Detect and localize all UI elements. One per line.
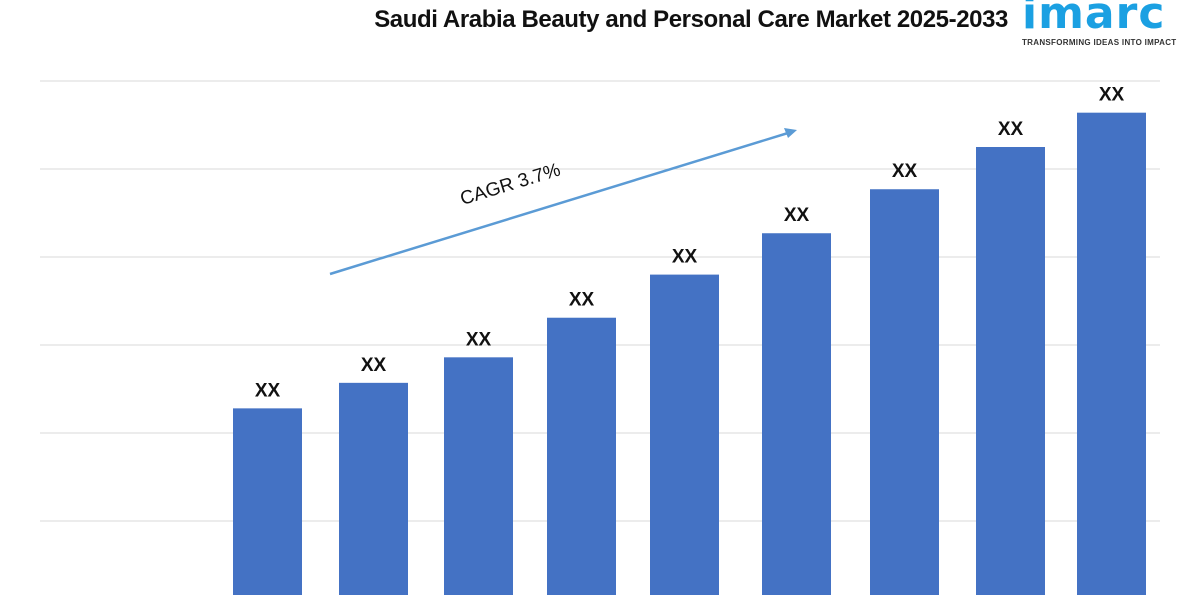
data-label: XX [466, 329, 492, 350]
bar [1077, 112, 1146, 596]
bar [547, 317, 616, 595]
chart-title: Saudi Arabia Beauty and Personal Care Ma… [374, 6, 1008, 33]
bar [339, 382, 408, 595]
data-label: XX [892, 161, 918, 182]
logo-wordmark: imarc [1022, 0, 1166, 39]
bars [233, 112, 1146, 596]
cagr-arrowhead-icon [784, 128, 797, 138]
bar [444, 357, 513, 595]
cagr-annotation: CAGR 3.7% [329, 128, 797, 276]
bar [762, 233, 831, 596]
bar [650, 274, 719, 595]
data-label: XX [361, 355, 387, 376]
cagr-label: CAGR 3.7% [458, 160, 563, 210]
data-label: XX [672, 247, 698, 268]
data-labels: XX XX XX XX XX XX XX XX XX [255, 85, 1125, 402]
cagr-arrow [329, 131, 789, 276]
bar [233, 408, 302, 595]
logo-tagline: TRANSFORMING IDEAS INTO IMPACT [1022, 38, 1177, 47]
imarc-logo: imarc TRANSFORMING IDEAS INTO IMPACT [1022, 0, 1192, 48]
bar [976, 147, 1045, 595]
data-label: XX [569, 290, 595, 311]
data-label: XX [255, 380, 281, 401]
bar [870, 189, 939, 596]
data-label: XX [998, 119, 1024, 140]
data-label: XX [1099, 85, 1125, 106]
data-label: XX [784, 205, 810, 226]
